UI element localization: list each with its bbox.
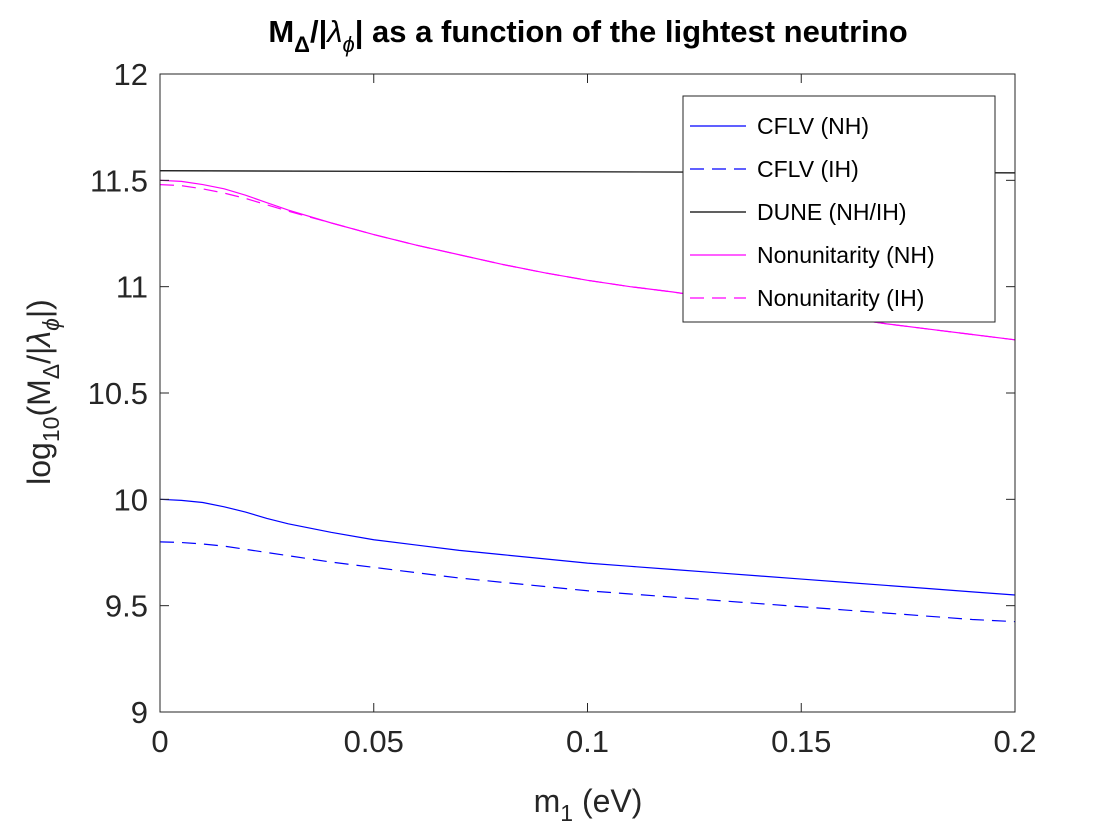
y-tick-label: 10.5 xyxy=(88,376,148,411)
y-axis: 9 9.5 10 10.5 11 11.5 12 xyxy=(88,57,1015,730)
x-axis-label: m1 (eV) xyxy=(534,783,643,826)
y-tick-label: 9.5 xyxy=(105,589,148,624)
series-line-1 xyxy=(160,498,1015,596)
y-tick-label: 10 xyxy=(114,482,148,517)
x-tick-label: 0.1 xyxy=(566,724,609,759)
chart-title: MΔ/|λϕ| as a function of the lightest ne… xyxy=(268,14,907,57)
legend-label-2: CFLV (IH) xyxy=(757,156,859,182)
series-line-2 xyxy=(160,541,1015,623)
y-tick-label: 11 xyxy=(116,270,148,305)
x-tick-label: 0.15 xyxy=(771,724,831,759)
x-axis: 0 0.05 0.1 0.15 0.2 xyxy=(151,74,1037,759)
legend-box xyxy=(682,95,996,323)
y-tick-label: 9 xyxy=(131,695,148,730)
y-tick-label: 11.5 xyxy=(90,163,148,198)
legend-label-5: Nonunitarity (IH) xyxy=(757,285,924,311)
x-tick-label: 0 xyxy=(151,724,168,759)
legend-label-1: CFLV (NH) xyxy=(757,113,869,139)
legend-label-3: DUNE (NH/IH) xyxy=(757,199,907,225)
legend-label-4: Nonunitarity (NH) xyxy=(757,242,935,268)
y-tick-label: 12 xyxy=(114,57,148,92)
y-axis-label: log10(MΔ/|λϕ|) xyxy=(21,299,64,485)
x-tick-label: 0.2 xyxy=(993,724,1036,759)
x-tick-label: 0.05 xyxy=(344,724,404,759)
legend: CFLV (NH) CFLV (IH) DUNE (NH/IH) Nonunitari… xyxy=(682,95,996,323)
